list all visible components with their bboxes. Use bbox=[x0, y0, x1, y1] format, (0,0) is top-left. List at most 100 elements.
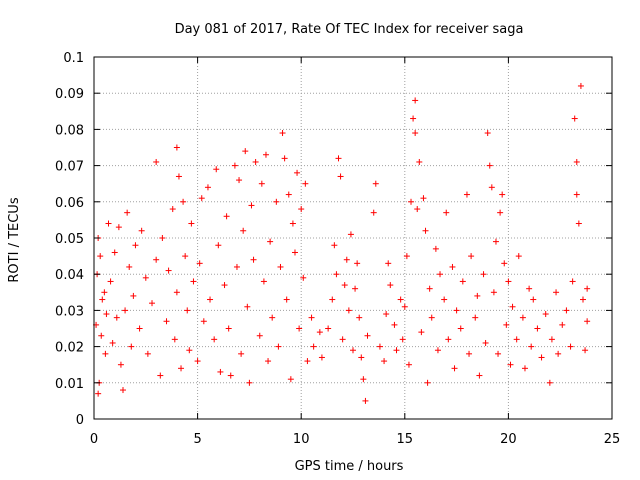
data-point bbox=[242, 148, 249, 155]
data-point bbox=[426, 285, 433, 292]
data-point bbox=[507, 361, 514, 368]
data-point bbox=[420, 195, 427, 202]
data-point bbox=[122, 307, 129, 314]
data-point bbox=[513, 336, 520, 343]
data-point bbox=[528, 343, 535, 350]
data-point bbox=[360, 376, 367, 383]
data-point bbox=[163, 318, 170, 325]
x-tick-label: 0 bbox=[90, 432, 98, 447]
data-point bbox=[269, 314, 276, 321]
y-tick-labels: 0 0.01 0.02 0.03 0.04 0.05 0.06 0.07 0.08 0.09 0.1 bbox=[55, 51, 84, 428]
data-point bbox=[273, 198, 280, 205]
data-point bbox=[492, 238, 499, 245]
data-point bbox=[103, 311, 110, 318]
data-point bbox=[111, 249, 118, 256]
data-point bbox=[370, 209, 377, 216]
data-point bbox=[200, 318, 207, 325]
data-point bbox=[300, 274, 307, 281]
data-point bbox=[99, 296, 106, 303]
data-point bbox=[499, 191, 506, 198]
data-point bbox=[341, 282, 348, 289]
data-point bbox=[190, 278, 197, 285]
data-point bbox=[459, 278, 466, 285]
data-point bbox=[256, 332, 263, 339]
data-point bbox=[503, 321, 510, 328]
y-tick-label: 0.01 bbox=[55, 377, 84, 392]
data-point bbox=[188, 220, 195, 227]
x-tick-label: 20 bbox=[500, 432, 517, 447]
data-point bbox=[350, 347, 356, 354]
data-point bbox=[207, 296, 214, 303]
data-point bbox=[240, 227, 247, 234]
data-point bbox=[364, 332, 371, 339]
data-point bbox=[482, 339, 489, 346]
data-point bbox=[449, 263, 456, 270]
data-point bbox=[267, 238, 274, 245]
x-tick-label: 15 bbox=[397, 432, 414, 447]
data-point bbox=[476, 372, 483, 379]
data-point bbox=[443, 209, 450, 216]
data-point bbox=[488, 184, 495, 191]
data-point bbox=[497, 209, 504, 216]
data-point bbox=[291, 249, 298, 256]
data-point bbox=[472, 314, 479, 321]
x-axis-label: GPS time / hours bbox=[295, 459, 404, 474]
data-point bbox=[521, 365, 528, 372]
data-point bbox=[393, 347, 400, 354]
data-point bbox=[577, 82, 584, 89]
data-point bbox=[124, 209, 131, 216]
data-point bbox=[333, 271, 340, 278]
data-point bbox=[252, 158, 259, 165]
y-tick-label: 0.08 bbox=[55, 123, 84, 138]
data-point bbox=[238, 350, 245, 357]
data-point bbox=[101, 289, 108, 296]
data-point bbox=[376, 343, 383, 350]
data-point bbox=[428, 314, 435, 321]
data-point bbox=[356, 314, 363, 321]
data-point bbox=[178, 365, 185, 372]
data-point bbox=[248, 202, 255, 209]
data-point bbox=[495, 350, 502, 357]
data-point bbox=[169, 206, 176, 213]
data-point bbox=[466, 350, 473, 357]
data-point bbox=[546, 379, 553, 386]
data-point bbox=[526, 285, 533, 292]
data-point bbox=[180, 198, 187, 205]
data-point bbox=[401, 303, 408, 310]
x-tick-labels: 0 5 10 15 20 25 bbox=[90, 432, 620, 447]
data-point bbox=[542, 311, 549, 318]
data-point bbox=[258, 180, 265, 187]
data-point bbox=[501, 260, 508, 267]
data-point bbox=[575, 220, 582, 227]
data-point bbox=[223, 213, 230, 220]
data-point bbox=[153, 158, 160, 165]
data-point bbox=[451, 365, 458, 372]
y-tick-label: 0.1 bbox=[63, 51, 84, 66]
data-point bbox=[343, 256, 350, 263]
data-point bbox=[250, 256, 257, 263]
y-tick-label: 0.09 bbox=[55, 87, 84, 102]
data-point bbox=[387, 282, 394, 289]
data-point bbox=[142, 274, 149, 281]
data-point bbox=[584, 285, 591, 292]
data-point bbox=[414, 206, 421, 213]
data-point bbox=[505, 278, 512, 285]
grid-lines bbox=[94, 57, 612, 419]
data-point bbox=[196, 260, 203, 267]
data-point bbox=[490, 289, 497, 296]
data-point bbox=[410, 115, 417, 122]
chart-title: Day 081 of 2017, Rate Of TEC Index for r… bbox=[175, 22, 524, 37]
data-point bbox=[352, 285, 359, 292]
data-point bbox=[262, 151, 269, 158]
data-point bbox=[98, 332, 105, 339]
data-point bbox=[287, 376, 294, 383]
data-point bbox=[130, 292, 137, 299]
data-point bbox=[136, 325, 143, 332]
data-point bbox=[416, 158, 423, 165]
data-point bbox=[279, 130, 286, 137]
data-point bbox=[275, 343, 282, 350]
data-points bbox=[93, 82, 591, 404]
data-point bbox=[354, 260, 361, 267]
data-point bbox=[567, 343, 574, 350]
data-point bbox=[579, 296, 586, 303]
